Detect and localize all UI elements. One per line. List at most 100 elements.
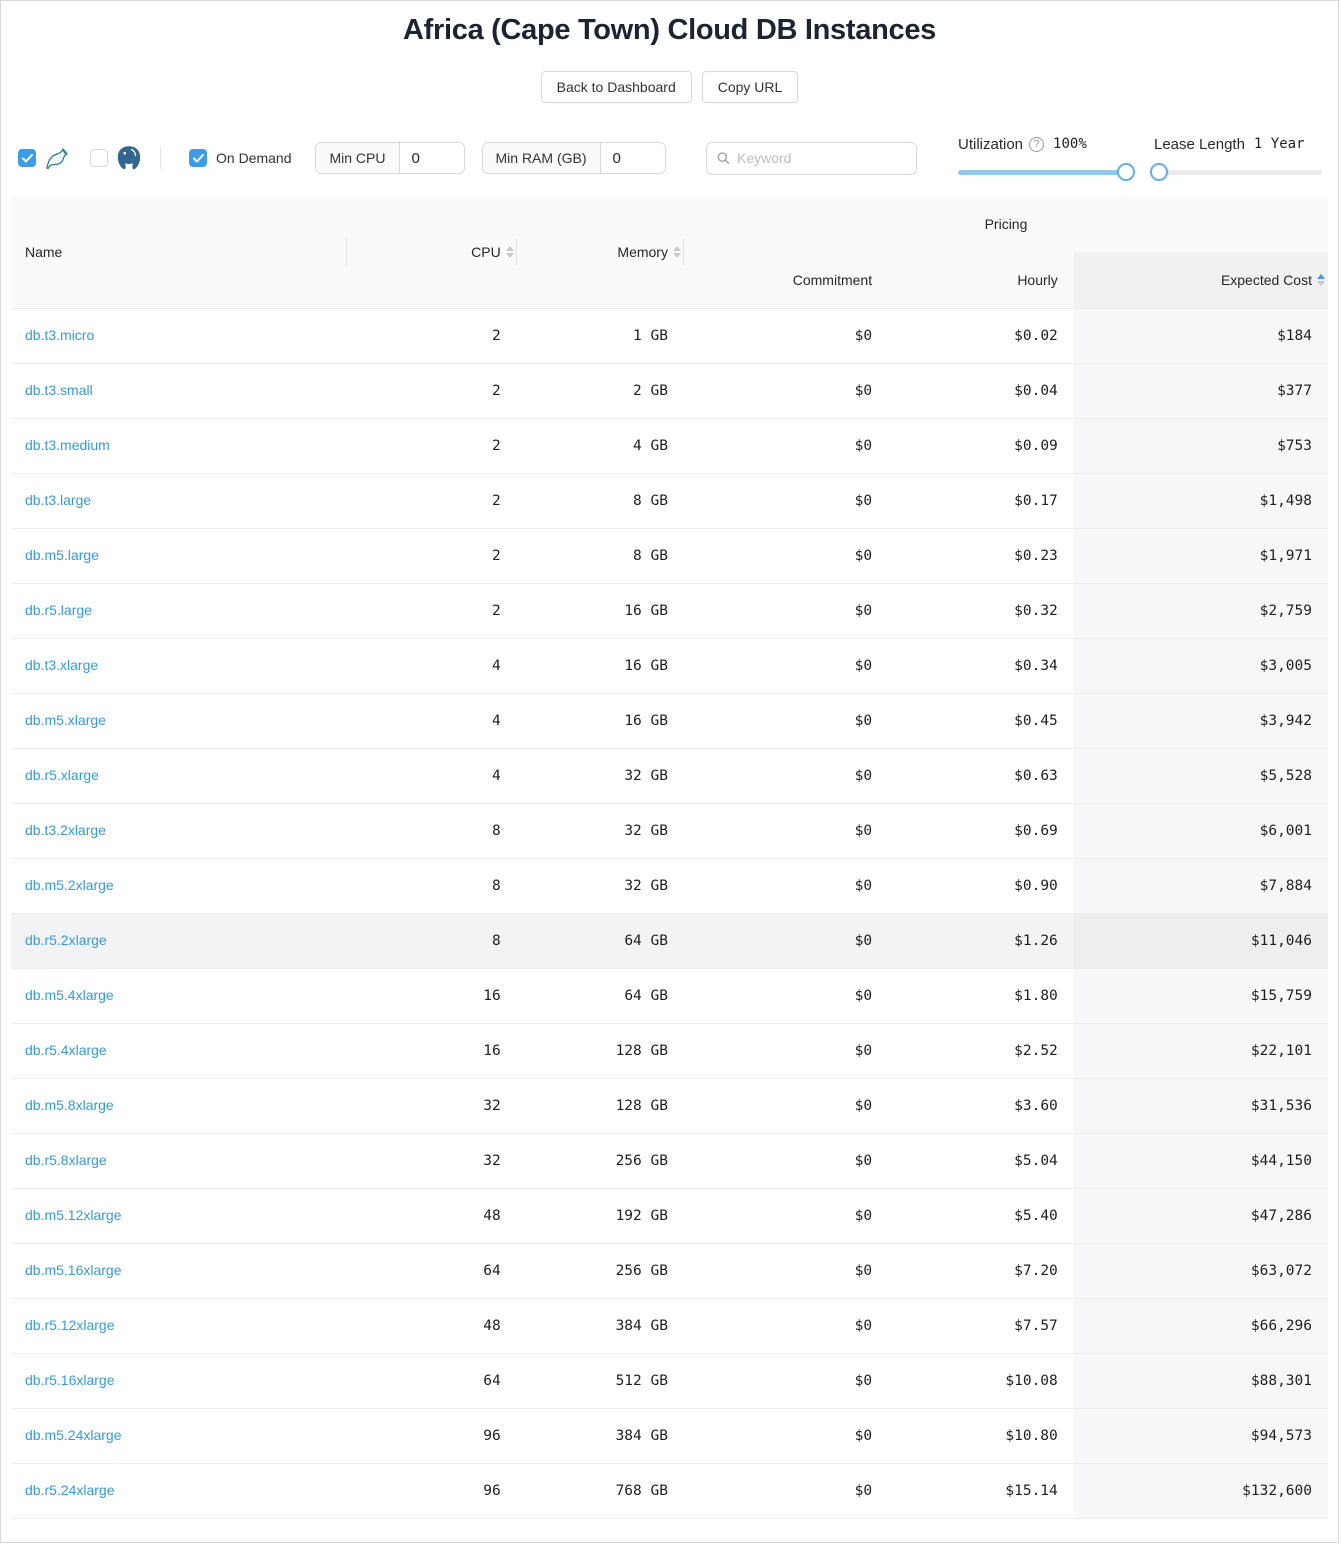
instance-name-link[interactable]: db.t3.small: [25, 382, 93, 398]
instance-name-link[interactable]: db.r5.2xlarge: [25, 932, 107, 948]
column-header-hourly[interactable]: Hourly: [888, 252, 1074, 308]
min-cpu-input[interactable]: [399, 143, 464, 173]
memory-cell: 384 GB: [516, 1297, 684, 1353]
column-header-expected-cost[interactable]: Expected Cost: [1073, 252, 1328, 308]
cpu-sort-icon[interactable]: [505, 246, 514, 259]
expected-cost-cell: $377: [1073, 362, 1328, 418]
table-row[interactable]: db.r5.8xlarge 32 256 GB $0 $5.04 $44,150: [11, 1132, 1328, 1188]
memory-cell: 128 GB: [516, 1022, 684, 1078]
commitment-cell: $0: [683, 582, 889, 638]
instance-name-link[interactable]: db.m5.4xlarge: [25, 987, 114, 1003]
table-row[interactable]: db.t3.micro 2 1 GB $0 $0.02 $184: [11, 307, 1328, 363]
table-row[interactable]: db.t3.xlarge 4 16 GB $0 $0.34 $3,005: [11, 637, 1328, 693]
instance-name-link[interactable]: db.t3.medium: [25, 437, 110, 453]
utilization-slider[interactable]: [958, 162, 1135, 181]
instance-name-link[interactable]: db.m5.large: [25, 547, 99, 563]
instance-name-link[interactable]: db.m5.24xlarge: [25, 1427, 122, 1443]
memory-cell: 768 GB: [516, 1462, 684, 1519]
instance-name-link[interactable]: db.r5.large: [25, 602, 92, 618]
table-row[interactable]: db.m5.2xlarge 8 32 GB $0 $0.90 $7,884: [11, 857, 1328, 913]
keyword-input[interactable]: [736, 150, 906, 166]
commitment-cell: $0: [683, 912, 889, 968]
column-header-cpu[interactable]: CPU: [346, 196, 517, 308]
instance-name-link[interactable]: db.m5.8xlarge: [25, 1097, 114, 1113]
table-row[interactable]: db.r5.24xlarge 96 768 GB $0 $15.14 $132,600: [11, 1462, 1328, 1519]
commitment-cell: $0: [683, 472, 889, 528]
table-row[interactable]: db.r5.2xlarge 8 64 GB $0 $1.26 $11,046: [11, 912, 1328, 968]
utilization-slider-handle[interactable]: [1117, 162, 1135, 181]
expected-cost-cell: $11,046: [1073, 912, 1328, 968]
table-row[interactable]: db.r5.16xlarge 64 512 GB $0 $10.08 $88,301: [11, 1352, 1328, 1408]
memory-cell: 8 GB: [516, 527, 684, 583]
memory-cell: 256 GB: [516, 1242, 684, 1298]
instance-name-link[interactable]: db.r5.24xlarge: [25, 1482, 115, 1498]
memory-sort-icon[interactable]: [672, 246, 681, 259]
memory-cell: 32 GB: [516, 857, 684, 913]
cpu-cell: 4: [346, 747, 517, 803]
instance-name-link[interactable]: db.r5.16xlarge: [25, 1372, 115, 1388]
hourly-cell: $15.14: [888, 1462, 1074, 1519]
expected-cost-cell: $44,150: [1073, 1132, 1328, 1188]
lease-length-control: Lease Length 1 Year: [1150, 136, 1322, 181]
memory-cell: 4 GB: [516, 417, 684, 473]
mysql-checkbox[interactable]: [18, 149, 36, 167]
table-row[interactable]: db.r5.12xlarge 48 384 GB $0 $7.57 $66,296: [11, 1297, 1328, 1353]
back-to-dashboard-button[interactable]: Back to Dashboard: [540, 71, 692, 103]
instance-name-link[interactable]: db.r5.8xlarge: [25, 1152, 107, 1168]
cpu-cell: 32: [346, 1077, 517, 1133]
table-row[interactable]: db.m5.24xlarge 96 384 GB $0 $10.80 $94,573: [11, 1407, 1328, 1463]
expected-cost-sort-icon[interactable]: [1317, 274, 1325, 287]
instance-name-link[interactable]: db.t3.xlarge: [25, 657, 99, 673]
hourly-cell: $0.45: [888, 692, 1074, 748]
min-ram-input[interactable]: [600, 143, 665, 173]
instance-name-link[interactable]: db.t3.large: [25, 492, 92, 508]
cpu-cell: 96: [346, 1407, 517, 1463]
instance-name-link[interactable]: db.m5.16xlarge: [25, 1262, 122, 1278]
table-row[interactable]: db.r5.xlarge 4 32 GB $0 $0.63 $5,528: [11, 747, 1328, 803]
column-header-name[interactable]: Name: [11, 196, 347, 308]
postgres-checkbox[interactable]: [90, 149, 108, 167]
instance-name-link[interactable]: db.t3.2xlarge: [25, 822, 106, 838]
table-row[interactable]: db.m5.xlarge 4 16 GB $0 $0.45 $3,942: [11, 692, 1328, 748]
memory-cell: 32 GB: [516, 747, 684, 803]
table-row[interactable]: db.r5.large 2 16 GB $0 $0.32 $2,759: [11, 582, 1328, 638]
cpu-cell: 16: [346, 967, 517, 1023]
instance-name-link[interactable]: db.r5.xlarge: [25, 767, 99, 783]
hourly-cell: $0.17: [888, 472, 1074, 528]
commitment-cell: $0: [683, 362, 889, 418]
table-row[interactable]: db.m5.16xlarge 64 256 GB $0 $7.20 $63,072: [11, 1242, 1328, 1298]
instance-name-link[interactable]: db.m5.xlarge: [25, 712, 106, 728]
hourly-cell: $5.40: [888, 1187, 1074, 1243]
hourly-cell: $2.52: [888, 1022, 1074, 1078]
lease-length-slider[interactable]: [1150, 162, 1322, 181]
min-ram-label: Min RAM (GB): [482, 143, 601, 173]
table-row[interactable]: db.m5.large 2 8 GB $0 $0.23 $1,971: [11, 527, 1328, 583]
table-row[interactable]: db.m5.8xlarge 32 128 GB $0 $3.60 $31,536: [11, 1077, 1328, 1133]
instance-name-link[interactable]: db.m5.2xlarge: [25, 877, 114, 893]
table-row[interactable]: db.t3.medium 2 4 GB $0 $0.09 $753: [11, 417, 1328, 473]
instance-name-link[interactable]: db.m5.12xlarge: [25, 1207, 122, 1223]
hourly-cell: $0.02: [888, 307, 1074, 363]
column-header-commitment[interactable]: Commitment: [683, 252, 889, 308]
cpu-cell: 2: [346, 362, 517, 418]
table-row[interactable]: db.r5.4xlarge 16 128 GB $0 $2.52 $22,101: [11, 1022, 1328, 1078]
table-row[interactable]: db.m5.4xlarge 16 64 GB $0 $1.80 $15,759: [11, 967, 1328, 1023]
instance-name-link[interactable]: db.r5.12xlarge: [25, 1317, 115, 1333]
cpu-cell: 96: [346, 1462, 517, 1519]
expected-cost-cell: $47,286: [1073, 1187, 1328, 1243]
help-icon[interactable]: ?: [1029, 136, 1045, 152]
filter-divider: [160, 147, 161, 169]
lease-length-slider-handle[interactable]: [1150, 162, 1169, 181]
memory-cell: 32 GB: [516, 802, 684, 858]
table-row[interactable]: db.t3.2xlarge 8 32 GB $0 $0.69 $6,001: [11, 802, 1328, 858]
instance-name-link[interactable]: db.r5.4xlarge: [25, 1042, 107, 1058]
copy-url-button[interactable]: Copy URL: [701, 71, 799, 103]
cpu-cell: 2: [346, 582, 517, 638]
instance-name-link[interactable]: db.t3.micro: [25, 327, 95, 343]
on-demand-checkbox[interactable]: [189, 149, 207, 167]
column-header-memory[interactable]: Memory: [516, 196, 684, 308]
table-row[interactable]: db.t3.large 2 8 GB $0 $0.17 $1,498: [11, 472, 1328, 528]
table-row[interactable]: db.t3.small 2 2 GB $0 $0.04 $377: [11, 362, 1328, 418]
table-row[interactable]: db.m5.12xlarge 48 192 GB $0 $5.40 $47,286: [11, 1187, 1328, 1243]
column-group-pricing: Pricing: [683, 196, 1328, 252]
